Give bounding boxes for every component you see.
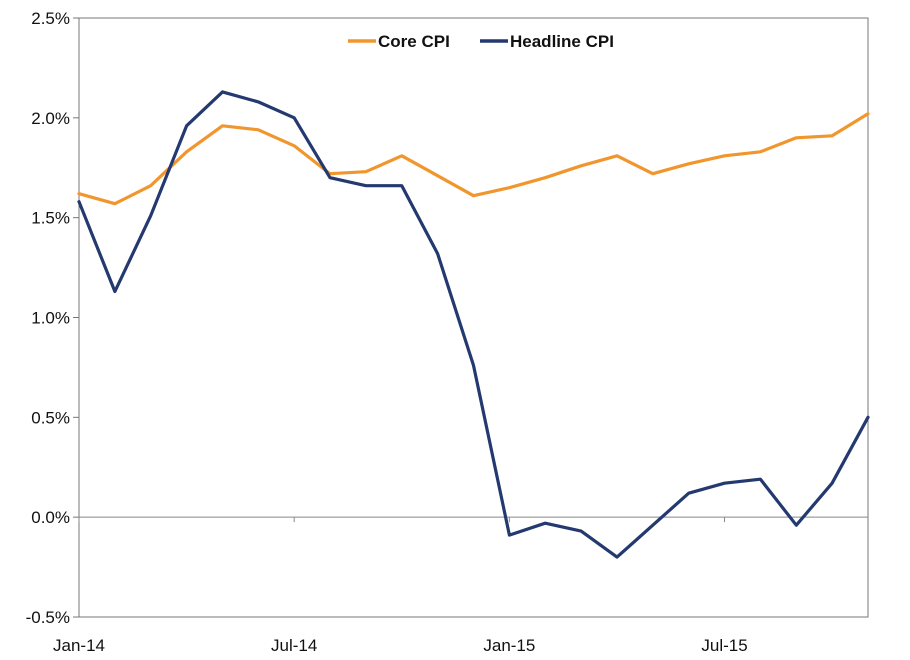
x-tick-label: Jan-14 (53, 636, 105, 655)
y-tick-label: 0.0% (31, 508, 70, 527)
x-tick-label: Jan-15 (483, 636, 535, 655)
y-tick-label: 1.5% (31, 209, 70, 228)
y-axis: 2.5% 2.0% 1.5% 1.0% 0.5% 0.0% -0.5% (26, 9, 79, 627)
plot-border (78, 17, 869, 618)
y-tick-label: 0.5% (31, 408, 70, 427)
plot-area (78, 17, 869, 618)
legend-label-core-cpi: Core CPI (378, 32, 450, 51)
y-tick-label: -0.5% (26, 608, 70, 627)
series-line-headline-cpi (77, 90, 870, 559)
series-line-core-cpi (77, 112, 870, 206)
y-tick-label: 1.0% (31, 309, 70, 328)
x-axis: Jan-14 Jul-14 Jan-15 Jul-15 (53, 516, 868, 655)
y-tick-label: 2.5% (31, 9, 70, 28)
legend-label-headline-cpi: Headline CPI (510, 32, 614, 51)
x-tick-label: Jul-14 (271, 636, 317, 655)
series-layer (77, 90, 870, 559)
legend: Core CPI Headline CPI (348, 32, 614, 51)
x-tick-label: Jul-15 (701, 636, 747, 655)
y-tick-label: 2.0% (31, 109, 70, 128)
